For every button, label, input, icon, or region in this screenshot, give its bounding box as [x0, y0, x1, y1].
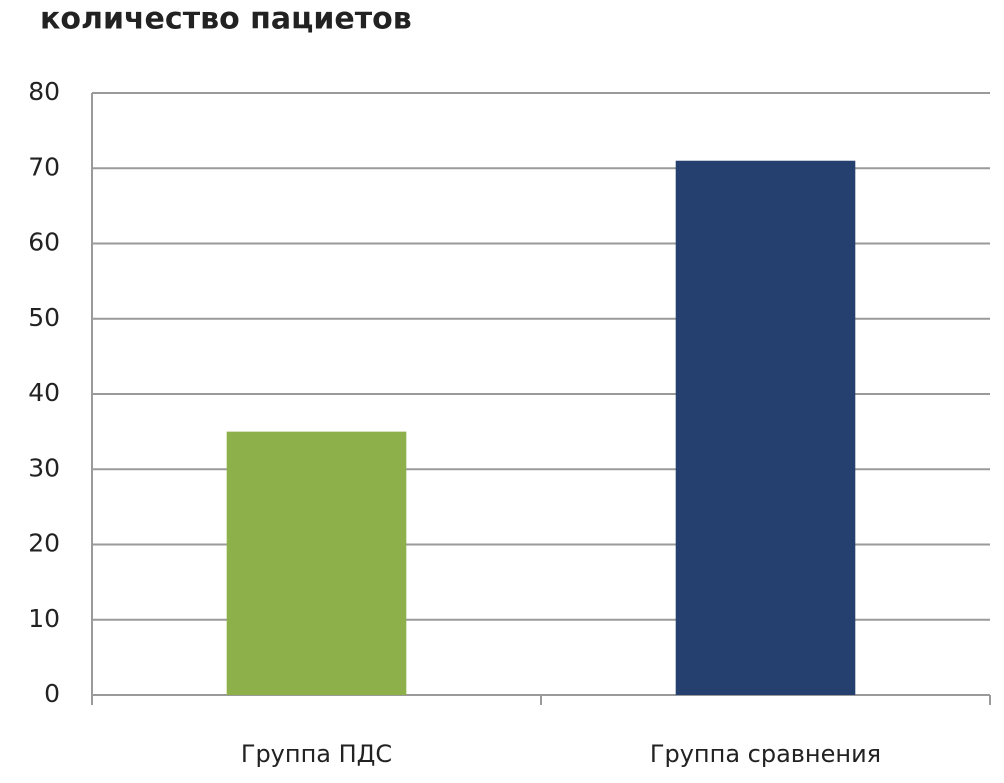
chart-title: количество пациетов — [40, 2, 412, 37]
bar — [226, 431, 407, 695]
bar — [675, 160, 856, 696]
y-tick-label: 20 — [28, 529, 60, 558]
y-tick-label: 10 — [28, 604, 60, 633]
x-tick-label: Группа сравнения — [650, 740, 881, 768]
y-tick-label: 40 — [28, 378, 60, 407]
y-tick-label: 50 — [28, 303, 60, 332]
y-tick-label: 0 — [44, 679, 60, 708]
y-tick-label: 30 — [28, 453, 60, 482]
y-tick-label: 60 — [28, 228, 60, 257]
y-tick-label: 70 — [28, 152, 60, 181]
x-tick-label: Группа ПДС — [241, 740, 392, 768]
y-tick-label: 80 — [28, 77, 60, 106]
